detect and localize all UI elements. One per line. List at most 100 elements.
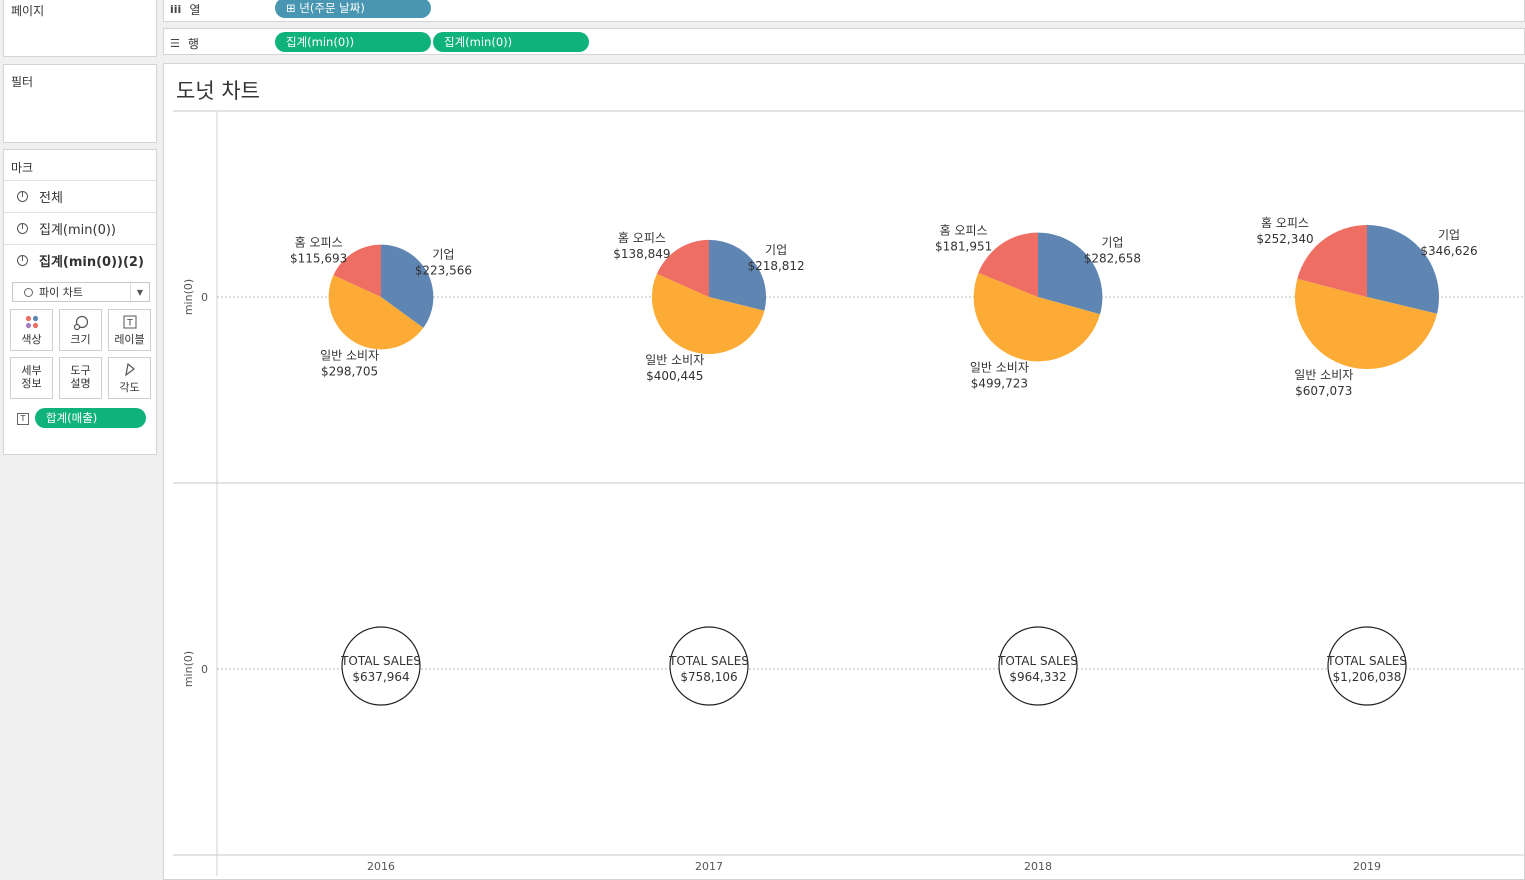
pie-icon	[17, 191, 28, 202]
year-order-date-pill[interactable]: ⊞ 년(주문 날짜)	[275, 0, 431, 18]
pie-label-name: 기업	[1438, 228, 1460, 242]
marks-tab-label: 집계(min(0))	[39, 223, 116, 238]
pie-icon	[17, 255, 28, 266]
color-dots-icon	[11, 315, 52, 333]
y-tick-label: 0	[201, 291, 208, 304]
pie-label-value: $218,812	[747, 259, 804, 273]
rows-pill-2[interactable]: 집계(min(0))	[433, 32, 589, 52]
pie-label-name: 홈 오피스	[618, 231, 666, 245]
rows-pill-1[interactable]: 집계(min(0))	[275, 32, 431, 52]
pie-label-value: $252,340	[1256, 232, 1313, 246]
total-sales-label: TOTAL SALES	[340, 654, 421, 668]
donut-chart: 0 min(0) 0 min(0) 2016 2017 2018 2019 기업 $223,566…	[173, 110, 1524, 876]
pie-slice-2017-일반소비자	[651, 273, 765, 355]
pie-label-value: $607,073	[1295, 384, 1352, 398]
pages-panel[interactable]: 페이지	[3, 0, 157, 57]
detail-button[interactable]: 세부 정보	[10, 357, 53, 399]
angle-button[interactable]: 각도	[108, 357, 151, 399]
tooltip-label-1: 도구	[70, 364, 91, 377]
total-circle-2017	[669, 626, 749, 706]
marks-title: 마크	[11, 161, 34, 175]
y-axis-title: min(0)	[182, 279, 195, 315]
color-label: 색상	[21, 333, 42, 346]
tooltip-button[interactable]: 도구 설명	[59, 357, 102, 399]
mark-type-select[interactable]: 파이 차트 ▼	[12, 282, 150, 302]
color-button[interactable]: 색상	[10, 309, 53, 351]
pie-label-name: 홈 오피스	[940, 224, 988, 238]
marks-tab-agg2[interactable]: 집계(min(0))(2)	[4, 244, 156, 276]
filters-title: 필터	[11, 75, 34, 89]
pie-slice-2016-홈오피스	[333, 244, 381, 297]
pie-label-name: 홈 오피스	[295, 236, 343, 250]
total-circle-2019	[1327, 626, 1407, 706]
total-sales-value: $637,964	[352, 670, 409, 684]
columns-shelf-label: iii 열	[170, 1, 200, 18]
chevron-down-icon[interactable]: ▼	[130, 283, 149, 301]
angle-label: 각도	[119, 381, 140, 394]
filters-panel[interactable]: 필터	[3, 64, 157, 143]
marks-tab-all[interactable]: 전체	[4, 180, 156, 212]
marks-tab-label: 전체	[39, 191, 63, 206]
label-field-pill[interactable]: 합계(매출)	[35, 408, 146, 428]
pie-label-name: 기업	[432, 248, 454, 262]
columns-icon: iii	[170, 3, 182, 16]
pie-label-name: 일반 소비자	[1294, 368, 1353, 382]
detail-label-1: 세부	[21, 364, 42, 377]
rows-pill-2-text: 집계(min(0))	[444, 35, 513, 49]
x-tick-label-2017: 2017	[695, 860, 723, 873]
pie-label-name: 일반 소비자	[645, 353, 704, 367]
columns-shelf[interactable]: iii 열 ⊞ 년(주문 날짜)	[163, 0, 1525, 22]
pie-label-value: $499,723	[971, 376, 1028, 390]
y-tick-label: 0	[201, 663, 208, 676]
pie-label-value: $115,693	[290, 252, 347, 266]
marks-panel: 마크 전체 집계(min(0)) 집계(min(0))(2) 파이 차트 ▼ 색…	[3, 149, 157, 455]
marks-tab-agg1[interactable]: 집계(min(0))	[4, 212, 156, 244]
size-button[interactable]: 크기	[59, 309, 102, 351]
pie-label-name: 일반 소비자	[320, 348, 379, 362]
label-button[interactable]: T 레이블	[108, 309, 151, 351]
size-icon	[60, 315, 101, 333]
angle-icon	[109, 362, 150, 381]
pie-icon	[17, 223, 28, 234]
svg-text:T: T	[126, 319, 133, 329]
year-order-date-text: ⊞ 년(주문 날짜)	[286, 1, 365, 15]
total-circle-2016	[341, 626, 421, 706]
total-sales-label: TOTAL SALES	[997, 654, 1078, 668]
pie-label-name: 기업	[1101, 236, 1123, 250]
label-label: 레이블	[114, 333, 145, 346]
total-sales-value: $964,332	[1009, 670, 1066, 684]
text-label-icon: T	[109, 315, 150, 333]
rows-pill-1-text: 집계(min(0))	[286, 35, 355, 49]
rows-label-text: 행	[187, 37, 199, 51]
pie-slice-2018-일반소비자	[973, 272, 1101, 362]
pie-label-value: $346,626	[1420, 244, 1477, 258]
marks-tab-label: 집계(min(0))(2)	[39, 255, 144, 270]
pie-label-name: 기업	[765, 243, 787, 257]
columns-label-text: 열	[189, 3, 201, 17]
pie-slice-2017-홈오피스	[656, 239, 709, 297]
pie-label-value: $282,658	[1084, 252, 1141, 266]
total-sales-value: $1,206,038	[1333, 670, 1402, 684]
pages-title: 페이지	[11, 4, 45, 18]
size-label: 크기	[70, 333, 91, 346]
pie-slice-2016-기업	[381, 244, 434, 328]
pie-label-value: $400,445	[646, 369, 703, 383]
pie-slice-2019-일반소비자	[1295, 278, 1438, 369]
pie-label-value: $181,951	[935, 240, 992, 254]
x-tick-label-2016: 2016	[367, 860, 395, 873]
detail-label-2: 정보	[21, 377, 42, 390]
pie-label-value: $298,705	[321, 364, 378, 378]
total-sales-value: $758,106	[680, 670, 737, 684]
y-axis-title: min(0)	[182, 651, 195, 687]
pie-slice-2018-기업	[1038, 232, 1103, 315]
x-tick-label-2018: 2018	[1024, 860, 1052, 873]
pie-label-value: $223,566	[415, 264, 472, 278]
pie-label-name: 홈 오피스	[1261, 216, 1309, 230]
pie-icon	[24, 287, 33, 297]
rows-shelf-label: ☰ 행	[170, 35, 199, 52]
rows-shelf[interactable]: ☰ 행 집계(min(0)) 집계(min(0))	[163, 28, 1525, 55]
pie-slice-2019-기업	[1367, 225, 1439, 314]
mark-type-value: 파이 차트	[39, 286, 83, 299]
x-tick-label-2019: 2019	[1353, 860, 1381, 873]
tooltip-label-2: 설명	[70, 377, 91, 390]
